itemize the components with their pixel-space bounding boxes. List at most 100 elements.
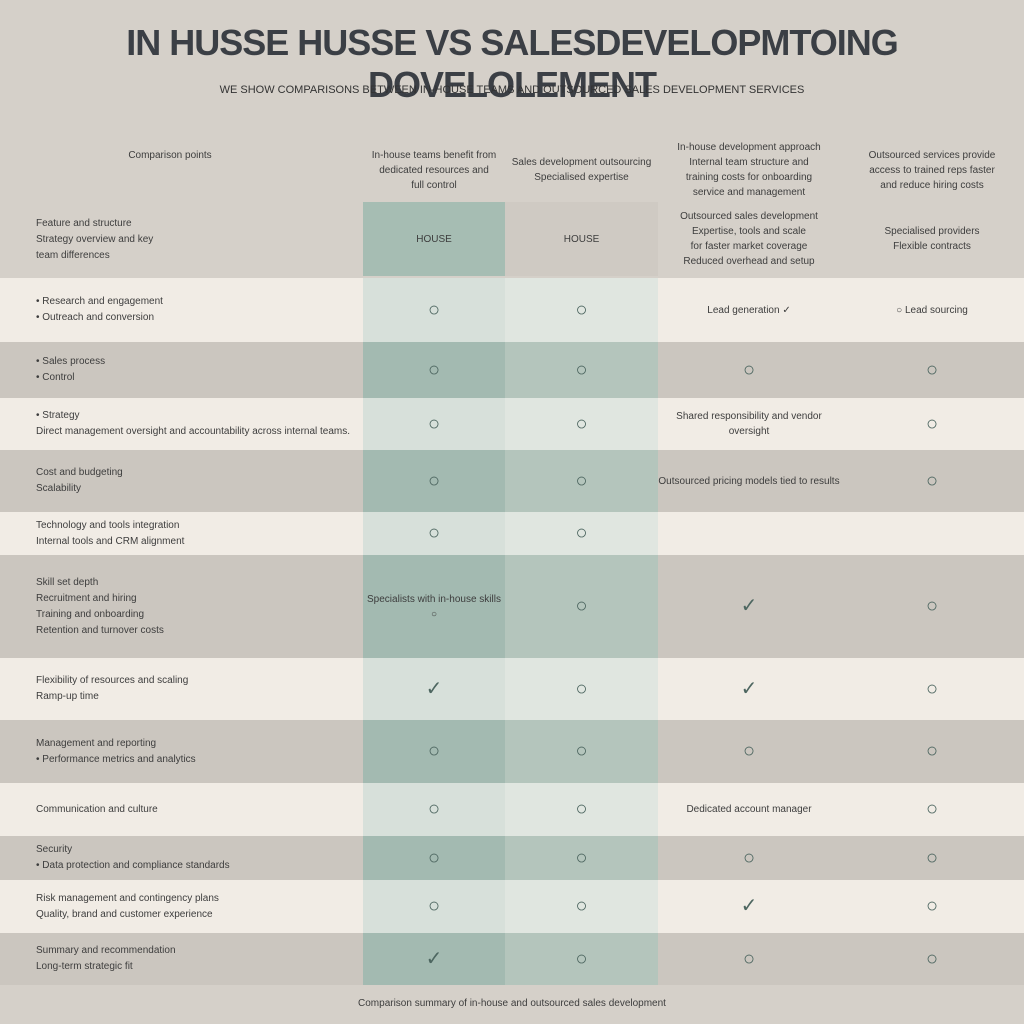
label-line: Communication and culture — [36, 803, 158, 815]
cell-text: ○ — [575, 798, 588, 820]
label-line: Summary and recommendation — [36, 945, 176, 956]
cell-text: ○ — [427, 469, 441, 492]
cell: ○ — [658, 933, 840, 985]
cell: ○ — [363, 450, 505, 512]
label-line: Training and onboarding — [36, 608, 145, 620]
cell: ✓ — [658, 880, 840, 933]
cell: ○ — [505, 836, 658, 880]
cell-text: ✓ — [425, 677, 443, 700]
column-header: In-house development approach Internal te… — [658, 140, 840, 200]
row-label: • Sales process • Control — [0, 342, 360, 398]
cell: Specialists with in-house skills ○ — [363, 555, 505, 658]
cell-text: ○ — [925, 595, 939, 617]
cell: ○ — [840, 342, 1024, 398]
cell: ○ — [840, 720, 1024, 783]
header-line: full control — [411, 179, 457, 191]
label-line: Skill set depth — [36, 576, 99, 588]
cell-text: ○ — [925, 895, 939, 917]
label-line: Quality, brand and customer experience — [36, 908, 213, 920]
cell-text: ○ — [925, 740, 939, 762]
row-label: Security • Data protection and compliance… — [0, 836, 360, 880]
cell: ○ — [658, 342, 840, 398]
badge-text: HOUSE — [416, 233, 452, 245]
label-line: Retention and turnover costs — [36, 624, 164, 636]
row-label: Skill set depth Recruitment and hiring Tra… — [0, 555, 360, 658]
header-line: service and management — [692, 187, 806, 198]
column-badge: HOUSE — [505, 202, 658, 276]
cell-text: ○ — [925, 798, 939, 820]
row-label: Risk management and contingency plans Qua… — [0, 880, 360, 933]
badge-text: HOUSE — [563, 233, 600, 245]
header-line: access to trained reps faster — [869, 164, 995, 176]
header-line: Internal team structure and — [689, 157, 809, 168]
badge-line: Reduced overhead and setup — [683, 256, 815, 267]
header-line: In-house development approach — [677, 142, 821, 153]
cell-text: ○ — [742, 846, 756, 869]
column-badge: HOUSE — [363, 202, 505, 276]
cell-text: ○ — [427, 522, 441, 544]
label-line: Long-term strategic fit — [36, 961, 133, 972]
header-line: Specialised expertise — [534, 172, 629, 183]
label-line: • Sales process — [36, 356, 106, 367]
cell: ○ — [840, 836, 1024, 880]
cell: ○ — [658, 836, 840, 880]
cell-text: ○ — [742, 358, 756, 381]
label-line: Flexibility of resources and scaling — [36, 675, 189, 686]
column-header: Sales development outsourcing Specialised… — [505, 140, 658, 200]
corner-label: Comparison points — [30, 140, 310, 170]
cell: Shared responsibility and vendor oversig… — [658, 398, 840, 450]
cell: ○ — [840, 658, 1024, 720]
cell-text: Outsourced pricing models tied to result… — [658, 475, 840, 487]
cell: ○ — [505, 512, 658, 555]
row-label: Flexibility of resources and scaling Ramp… — [0, 658, 360, 720]
cell: ○ — [505, 450, 658, 512]
badge-line: Outsourced sales development — [680, 211, 818, 222]
cell-text: ○ — [742, 947, 756, 970]
row-label: • Research and engagement • Outreach and … — [0, 278, 360, 342]
cell: ○ — [363, 512, 505, 555]
cell: ✓ — [363, 658, 505, 720]
cell-text: ○ — [575, 740, 588, 762]
cell-text: ✓ — [425, 947, 443, 970]
row-label: Cost and budgeting Scalability — [0, 450, 360, 512]
cell: ○ — [363, 720, 505, 783]
cell-text: ○ — [575, 469, 588, 492]
label-line: • Research and engagement — [36, 296, 163, 307]
cell-text: ○ — [575, 947, 588, 970]
cell-text: ○ — [575, 412, 588, 435]
cell: ○ — [363, 278, 505, 342]
footer: Comparison summary of in-house and outso… — [358, 998, 666, 1009]
label-line: • Data protection and compliance standar… — [36, 860, 230, 871]
cell: ○ — [505, 880, 658, 933]
label-line: • Strategy — [36, 410, 80, 421]
cell: ○ — [505, 342, 658, 398]
cell-text: Shared responsibility and vendor oversig… — [676, 411, 822, 437]
cell: ○ — [840, 783, 1024, 836]
label-line: • Performance metrics and analytics — [36, 753, 196, 765]
cell-text: ○ — [575, 595, 588, 617]
row-label: Technology and tools integration Internal… — [0, 512, 360, 555]
label-line: Recruitment and hiring — [36, 592, 137, 604]
cell-text: ○ — [427, 740, 441, 762]
label-line: • Control — [36, 372, 75, 383]
side-label: Feature and structure Strategy overview a… — [0, 210, 330, 270]
label-line: Management and reporting — [36, 737, 157, 749]
cell-text: ○ — [427, 412, 441, 435]
cell-text: ○ — [925, 846, 939, 869]
row-label: Communication and culture — [0, 783, 360, 836]
cell: ○ — [658, 720, 840, 783]
cell: ○ — [363, 880, 505, 933]
corner-text: Comparison points — [128, 149, 212, 161]
header-line: dedicated resources and — [379, 164, 489, 176]
cell: Lead generation ✓ — [658, 278, 840, 342]
cell: ✓ — [658, 555, 840, 658]
cell-text: Dedicated account manager — [686, 804, 812, 815]
cell-text: ○ — [742, 740, 756, 762]
column-badge: Outsourced sales development Expertise, t… — [658, 202, 840, 276]
cell: ✓ — [658, 658, 840, 720]
cell: ○ — [505, 278, 658, 342]
cell-text: ○ Lead sourcing — [896, 304, 968, 316]
cell-text: ○ — [925, 469, 939, 492]
cell-text: ○ — [925, 677, 939, 700]
